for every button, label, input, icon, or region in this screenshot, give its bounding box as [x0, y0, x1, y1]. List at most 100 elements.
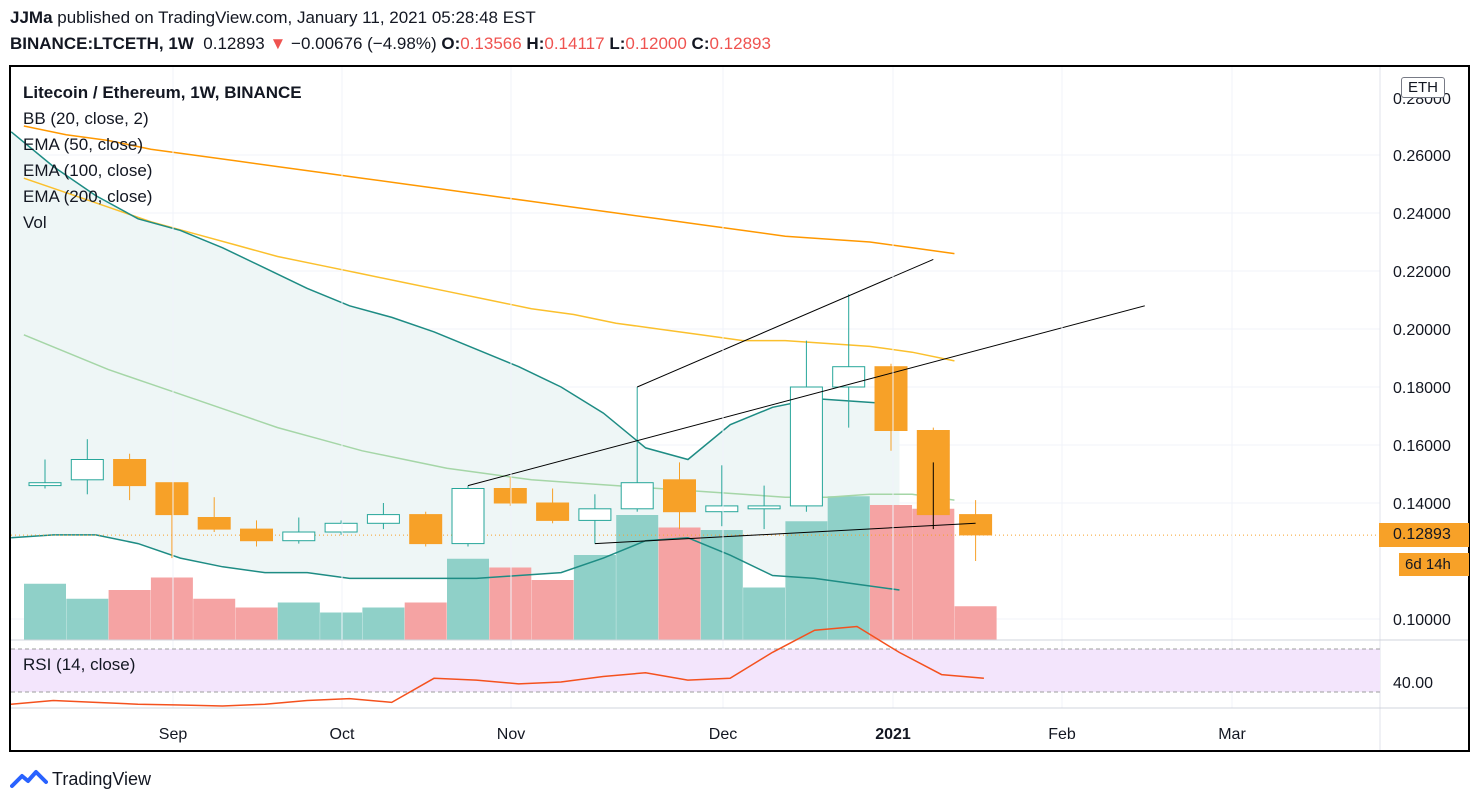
price-tick-label: 0.14000 [1393, 496, 1451, 513]
volume-bar [193, 598, 236, 640]
legend-item-ema50[interactable]: EMA (50, close) [23, 135, 143, 154]
chart-frame [9, 65, 1470, 752]
time-tick-label: 2021 [875, 726, 911, 743]
bar-countdown: 6d 14h [1399, 553, 1469, 576]
volume-bar [404, 602, 447, 640]
volume-bar [447, 558, 489, 640]
volume-bar [489, 567, 532, 640]
currency-badge: ETH [1401, 77, 1445, 98]
rsi-band [11, 649, 1380, 692]
candle-body [366, 514, 400, 524]
candle-body [451, 488, 485, 545]
legend-title: Litecoin / Ethereum, 1W, BINANCE [23, 83, 302, 102]
candle-body [705, 505, 739, 513]
legend-item-volume[interactable]: Vol [23, 213, 47, 232]
volume-bar [954, 606, 997, 640]
price-tick-label: 0.24000 [1393, 206, 1451, 223]
open-label: O: [441, 34, 461, 53]
legend-item-ema100[interactable]: EMA (100, close) [23, 161, 153, 180]
tradingview-logo-icon [10, 770, 48, 788]
chart-legend: Litecoin / Ethereum, 1W, BINANCE BB (20,… [23, 80, 302, 236]
down-arrow-icon: ▼ [269, 34, 287, 53]
high-value: 0.14117 [544, 34, 605, 53]
last-price: 0.12893 [203, 34, 265, 53]
candle-body [536, 502, 570, 521]
volume-bar [912, 508, 955, 640]
bollinger-upper-line [11, 131, 900, 461]
footer-brand-name: TradingView [52, 768, 152, 789]
price-tick-label: 0.10000 [1393, 612, 1451, 629]
rsi-line [10, 625, 984, 707]
candle-body [28, 482, 62, 487]
low-value: 0.12000 [625, 34, 687, 53]
last-price-tag: 0.12893 [1379, 523, 1469, 547]
candle-body [155, 482, 189, 516]
legend-item-ema200[interactable]: EMA (200, close) [23, 187, 153, 206]
trendline [594, 522, 976, 545]
price-tick-label: 0.22000 [1393, 264, 1451, 281]
volume-bar [827, 496, 870, 640]
candle-body [113, 459, 147, 487]
candle-body [959, 514, 993, 536]
symbol-line: BINANCE:LTCETH, 1W 0.12893 ▼ −0.00676 (−… [10, 34, 771, 54]
candle-body [620, 482, 654, 510]
volume-bar [150, 577, 193, 640]
candle-body [324, 522, 358, 533]
high-label: H: [526, 34, 545, 53]
volume-bar [700, 530, 743, 640]
bollinger-lower-line [11, 534, 900, 591]
price-change: −0.00676 (−4.98%) [291, 34, 437, 53]
time-tick-label: Sep [159, 726, 188, 743]
candle-body [282, 531, 316, 542]
rsi-legend[interactable]: RSI (14, close) [23, 655, 136, 674]
candle-body [663, 479, 696, 513]
open-value: 0.13566 [460, 34, 522, 53]
candle-body [578, 508, 612, 521]
volume-bar [362, 607, 405, 640]
candle-body [70, 459, 104, 481]
volume-bar [277, 602, 320, 640]
low-label: L: [609, 34, 626, 53]
publish-info: published on TradingView.com, January 11… [52, 8, 536, 27]
volume-bar [66, 598, 109, 640]
plot-area [11, 125, 1380, 640]
volume-bar [320, 612, 363, 640]
candle-body [409, 514, 443, 545]
symbol-name: BINANCE:LTCETH, 1W [10, 34, 194, 53]
candle-body [789, 386, 823, 507]
bollinger-fill [11, 131, 900, 591]
candle-body [240, 528, 273, 542]
volume-bar [235, 607, 278, 640]
price-tick-label: 0.16000 [1393, 438, 1451, 455]
time-tick-label: Feb [1048, 726, 1076, 743]
candle-body [874, 366, 908, 432]
author: JJMa [10, 8, 53, 27]
volume-bar [658, 527, 701, 640]
footer-brand[interactable]: TradingView [10, 768, 151, 790]
legend-item-bb[interactable]: BB (20, close, 2) [23, 109, 149, 128]
time-tick-label: Nov [497, 726, 525, 743]
close-value: 0.12893 [709, 34, 771, 53]
trendline [637, 258, 934, 388]
volume-bar [24, 583, 66, 640]
volume-bar [616, 515, 659, 640]
ema200-line [23, 125, 955, 255]
close-label: C: [691, 34, 710, 53]
price-tick-label: 0.26000 [1393, 148, 1451, 165]
time-tick-label: Oct [330, 726, 355, 743]
volume-bar [573, 555, 616, 640]
trendline [467, 305, 1145, 487]
price-tick-label: 0.18000 [1393, 380, 1451, 397]
volume-bar [108, 590, 151, 640]
candle-body [493, 488, 527, 504]
rsi-tick-label: 40.00 [1393, 675, 1433, 692]
volume-bar [531, 580, 574, 640]
publish-line: JJMa published on TradingView.com, Janua… [10, 8, 536, 28]
volume-bar [785, 521, 828, 640]
price-tick-label: 0.20000 [1393, 322, 1451, 339]
candle-body [747, 505, 781, 510]
time-tick-label: Dec [709, 726, 737, 743]
volume-bar [743, 587, 786, 640]
time-tick-label: Mar [1218, 726, 1246, 743]
